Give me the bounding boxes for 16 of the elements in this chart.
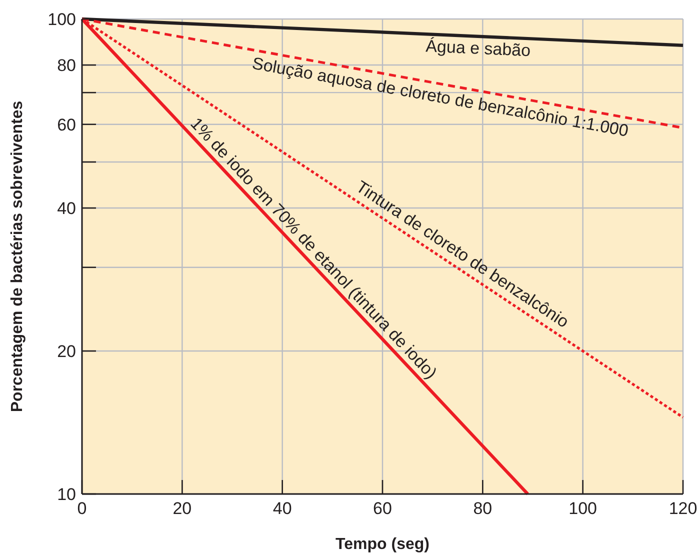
x-tick-label: 0 [77, 499, 87, 518]
x-axis-title: Tempo (seg) [336, 536, 430, 553]
y-tick-label: 80 [57, 56, 76, 75]
x-tick-label: 40 [272, 499, 292, 518]
series-label: Água e sabão [425, 36, 531, 60]
x-tick-label: 80 [473, 499, 492, 518]
y-axis-title: Porcentagem de bactérias sobreviventes [9, 100, 26, 412]
y-tick-label: 60 [57, 115, 76, 134]
y-tick-label: 20 [57, 342, 76, 361]
x-tick-label: 60 [373, 499, 392, 518]
x-tick-label: 120 [668, 499, 698, 518]
x-tick-label: 100 [568, 499, 598, 518]
x-tick-label: 20 [172, 499, 192, 518]
y-tick-label: 100 [48, 10, 76, 29]
y-tick-label: 40 [57, 198, 76, 218]
y-tick-label: 10 [57, 484, 76, 504]
